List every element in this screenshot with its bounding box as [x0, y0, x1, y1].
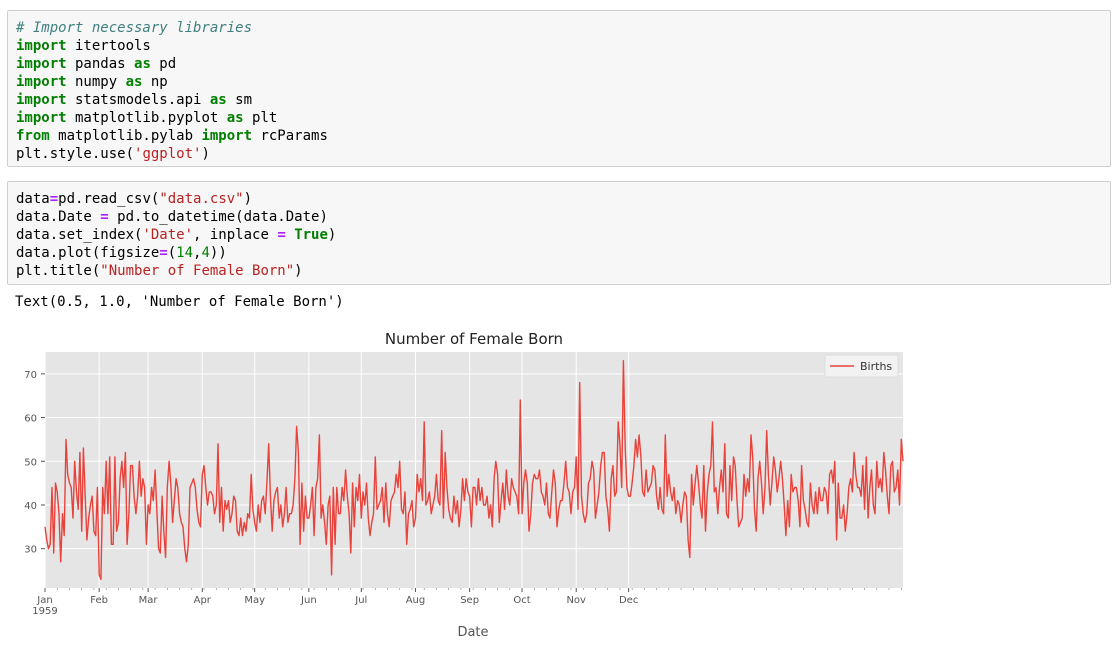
code-line: import statsmodels.api as sm	[16, 92, 253, 108]
series-line-births	[44, 360, 904, 580]
code-cell-imports-source: # Import necessary libraries import itert…	[16, 19, 1102, 163]
code-line: data.plot(figsize=(14,4))	[16, 245, 227, 261]
y-tick-label: 50	[24, 457, 37, 468]
x-axis-label: Date	[457, 625, 488, 640]
x-tick-label: Oct	[513, 595, 530, 606]
code-line: import itertools	[16, 38, 151, 54]
code-cell-plot-source: data=pd.read_csv("data.csv") data.Date = …	[16, 190, 1102, 280]
legend-box	[824, 354, 899, 378]
code-line: # Import necessary libraries	[16, 20, 253, 36]
code-line: plt.style.use('ggplot')	[16, 146, 210, 162]
code-line: data.Date = pd.to_datetime(data.Date)	[16, 209, 328, 225]
x-tick-label: Apr	[194, 595, 212, 606]
legend: Births	[824, 354, 899, 378]
code-cell-plot[interactable]: data=pd.read_csv("data.csv") data.Date = …	[7, 181, 1111, 285]
code-line: data.set_index('Date', inplace = True)	[16, 227, 337, 243]
x-tick-label: May	[244, 595, 265, 606]
y-tick-label: 70	[24, 370, 37, 381]
code-line: data=pd.read_csv("data.csv")	[16, 191, 253, 207]
code-line: import matplotlib.pyplot as plt	[16, 110, 278, 126]
x-tick-label: Dec	[619, 595, 638, 606]
cell-output-text: Text(0.5, 1.0, 'Number of Female Born')	[15, 294, 344, 310]
code-cell-imports[interactable]: # Import necessary libraries import itert…	[7, 10, 1111, 167]
births-line-chart: 30 40 50 60 70 Jan 1959 Feb Mar Apr May Jun Jul Aug Se…	[14, 322, 914, 652]
x-tick-label: Nov	[566, 595, 586, 606]
code-line: from matplotlib.pylab import rcParams	[16, 128, 328, 144]
y-tick-label: 60	[24, 414, 37, 425]
code-line: import numpy as np	[16, 74, 168, 90]
x-tick-label: Jun	[300, 595, 317, 606]
x-tick-label: Jul	[354, 595, 367, 606]
y-tick-label: 30	[24, 545, 37, 556]
y-tick-label: 40	[24, 501, 37, 512]
x-tick-label: Sep	[460, 595, 479, 606]
x-tick-label: Jan 1959	[32, 595, 57, 617]
x-tick-label: Mar	[139, 595, 159, 606]
chart-svg: 30 40 50 60 70 Jan 1959 Feb Mar Apr May Jun Jul Aug Se…	[24, 330, 904, 640]
x-tick-label: Feb	[90, 595, 108, 606]
legend-label-births: Births	[860, 360, 892, 373]
code-line: plt.title("Number of Female Born")	[16, 263, 303, 279]
chart-title: Number of Female Born	[385, 330, 563, 348]
plot-area-background	[45, 352, 903, 588]
code-line: import pandas as pd	[16, 56, 177, 72]
x-tick-label: Aug	[406, 595, 426, 606]
